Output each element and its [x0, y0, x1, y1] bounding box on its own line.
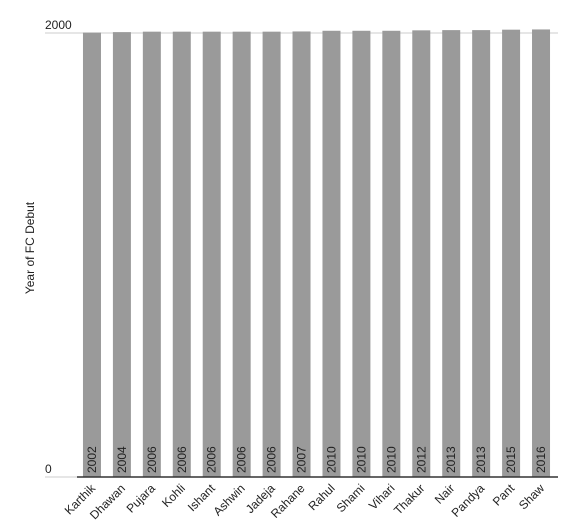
- bar: [82, 32, 101, 477]
- value-label: 2006: [145, 446, 159, 473]
- value-label: 2013: [474, 446, 488, 473]
- x-tick-label: Pant: [490, 481, 518, 509]
- x-tick-label: Pujara: [124, 481, 159, 516]
- bar: [112, 32, 131, 477]
- x-tick-label: Kohli: [159, 481, 188, 510]
- x-tick-label: Rahul: [306, 481, 338, 513]
- bar: [292, 31, 311, 478]
- y-axis-label: Year of FC Debut: [23, 201, 37, 294]
- x-tick-label: Nair: [432, 481, 457, 506]
- y-tick-label: 2000: [45, 18, 72, 32]
- bar: [532, 29, 551, 478]
- value-label: 2006: [175, 446, 189, 473]
- bar: [352, 30, 371, 478]
- value-label: 2007: [295, 446, 309, 473]
- x-tick-label: Ashwin: [211, 481, 248, 518]
- value-label: 2010: [354, 446, 368, 473]
- value-label: 2012: [414, 446, 428, 473]
- value-label: 2013: [444, 446, 458, 473]
- value-label: 2016: [534, 446, 548, 473]
- bar: [472, 30, 491, 477]
- bar: [172, 31, 191, 477]
- x-tick-label: Rahane: [268, 481, 308, 521]
- bar: [502, 29, 521, 477]
- value-label: 2004: [115, 446, 129, 473]
- value-label: 2010: [384, 446, 398, 473]
- x-tick-label: Shaw: [516, 481, 547, 512]
- bar: [442, 30, 461, 477]
- value-label: 2010: [324, 446, 338, 473]
- bar: [202, 31, 221, 477]
- x-tick-label: Pandya: [449, 481, 488, 520]
- value-label: 2015: [504, 446, 518, 473]
- value-label: 2006: [265, 446, 279, 473]
- bar: [262, 31, 281, 477]
- bar: [382, 30, 401, 478]
- bar: [142, 31, 161, 477]
- bar: [232, 31, 251, 477]
- bar: [412, 30, 431, 478]
- value-label: 2002: [85, 446, 99, 473]
- x-tick-label: Shami: [334, 481, 368, 515]
- x-tick-label: Thakur: [391, 481, 427, 517]
- y-tick-label: 0: [45, 462, 52, 476]
- value-label: 2006: [235, 446, 249, 473]
- bar: [322, 30, 341, 478]
- value-label: 2006: [205, 446, 219, 473]
